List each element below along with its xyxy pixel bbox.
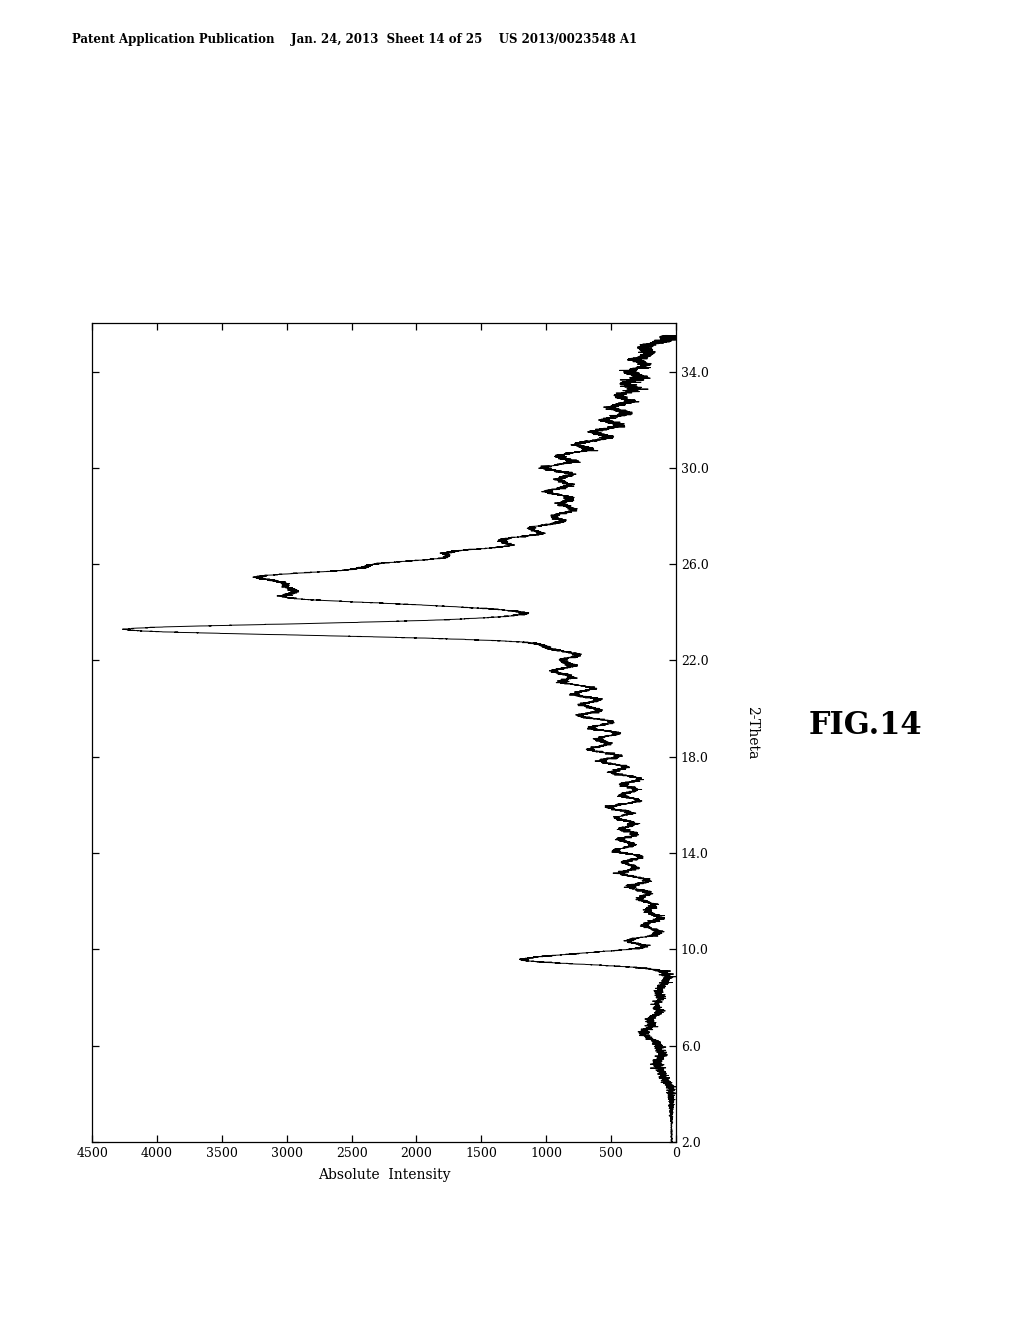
Text: Patent Application Publication    Jan. 24, 2013  Sheet 14 of 25    US 2013/00235: Patent Application Publication Jan. 24, …: [72, 33, 637, 46]
X-axis label: Absolute  Intensity: Absolute Intensity: [317, 1168, 451, 1181]
Text: FIG.14: FIG.14: [809, 710, 923, 742]
Y-axis label: 2-Theta: 2-Theta: [744, 706, 759, 759]
